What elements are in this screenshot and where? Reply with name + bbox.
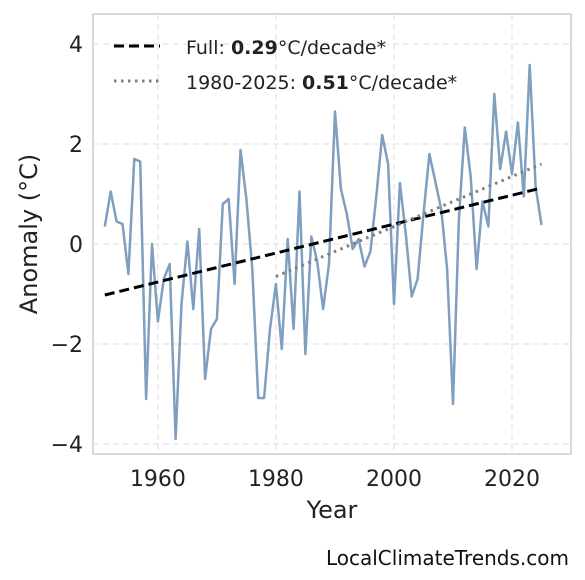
credit-text: LocalClimateTrends.com — [325, 546, 569, 570]
grid — [93, 14, 571, 454]
legend-recent-value: 0.51 — [302, 72, 349, 94]
legend: Full: 0.29°C/decade* 1980-2025: 0.51°C/d… — [114, 37, 457, 94]
tick-labels: 1960 1980 2000 2020 −4 −2 0 2 4 — [51, 33, 540, 492]
legend-label-full: Full: 0.29°C/decade* — [186, 37, 386, 59]
series-anomaly-line — [103, 63, 543, 441]
x-axis-label: Year — [306, 496, 358, 524]
y-axis-label: Anomaly (°C) — [15, 154, 43, 314]
x-tick-label: 2020 — [484, 467, 540, 492]
y-tick-label: 0 — [69, 233, 83, 258]
y-tick-label: 4 — [69, 33, 83, 58]
x-tick-label: 1980 — [248, 467, 304, 492]
y-tick-label: −4 — [51, 433, 83, 458]
x-tick-label: 1960 — [130, 467, 186, 492]
legend-label-recent: 1980-2025: 0.51°C/decade* — [186, 72, 457, 94]
x-tick-label: 2000 — [366, 467, 422, 492]
legend-recent-suffix: °C/decade* — [349, 72, 457, 94]
legend-recent-prefix: 1980-2025: — [186, 72, 302, 94]
legend-full-suffix: °C/decade* — [278, 37, 386, 59]
legend-full-value: 0.29 — [231, 37, 278, 59]
series-layer — [103, 63, 543, 441]
y-tick-label: 2 — [69, 133, 83, 158]
trend-line-1980-2025 — [275, 162, 543, 278]
y-tick-label: −2 — [51, 333, 83, 358]
legend-full-prefix: Full: — [186, 37, 231, 59]
